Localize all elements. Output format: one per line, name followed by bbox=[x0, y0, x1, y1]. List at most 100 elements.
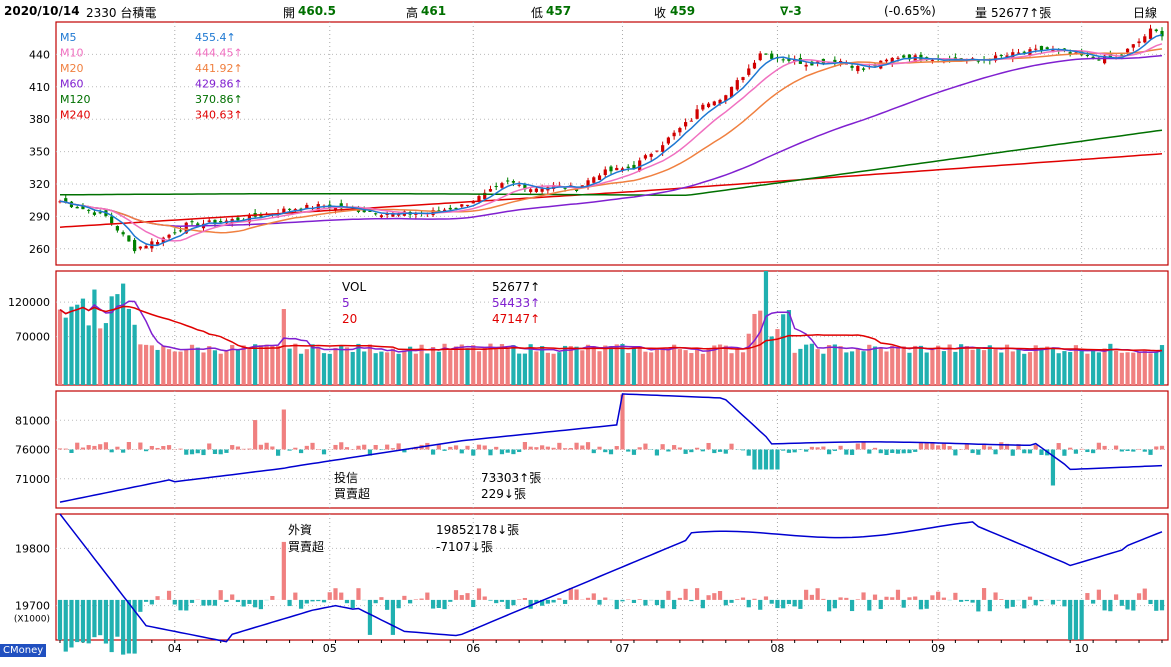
foreign-bar bbox=[298, 599, 304, 609]
foreign-subtitle: 買賣超 bbox=[288, 539, 324, 554]
volume-bar bbox=[689, 353, 694, 385]
candle-body bbox=[1148, 28, 1153, 39]
volume-bar bbox=[212, 350, 218, 385]
volume-bar bbox=[597, 351, 602, 385]
trust-bar bbox=[396, 443, 401, 450]
trust-bar bbox=[706, 442, 711, 450]
candle-body bbox=[1085, 55, 1089, 57]
volume-bar bbox=[155, 349, 160, 385]
volume-bar bbox=[390, 348, 395, 385]
volume-bar bbox=[287, 348, 292, 385]
foreign-bar bbox=[643, 599, 648, 606]
volume-bar bbox=[781, 314, 786, 385]
trust-bar bbox=[603, 449, 608, 453]
foreign-bar bbox=[344, 599, 350, 604]
trust-bar bbox=[631, 449, 637, 455]
candle-body bbox=[609, 166, 613, 172]
foreign-bar bbox=[350, 599, 355, 609]
foreign-bar bbox=[1154, 599, 1159, 611]
candle-body bbox=[368, 210, 372, 212]
trust-bar bbox=[402, 449, 407, 453]
legend-name-ma240: M240 bbox=[60, 109, 91, 122]
volume-bar bbox=[517, 353, 522, 385]
foreign-bar bbox=[1113, 594, 1119, 600]
trust-cumulative-line bbox=[59, 393, 1163, 503]
volume-bar bbox=[614, 344, 619, 385]
foreign-bar bbox=[103, 599, 109, 644]
quote-date: 2020/10/14 bbox=[4, 4, 80, 18]
trust-bar bbox=[855, 443, 860, 450]
stock-name: 2330 台積電 bbox=[86, 6, 157, 20]
candle-body bbox=[173, 232, 177, 234]
foreign-bar bbox=[1022, 599, 1027, 609]
candle-body bbox=[1022, 51, 1026, 53]
candle-body bbox=[511, 181, 516, 183]
volume-bar bbox=[1022, 353, 1027, 385]
volume-bar bbox=[350, 351, 355, 385]
candle-body bbox=[890, 57, 894, 63]
foreign-bar bbox=[821, 598, 826, 600]
volume-bar bbox=[522, 353, 528, 385]
foreign-bar bbox=[752, 598, 757, 600]
change-value: ∇-3 bbox=[780, 4, 802, 18]
trust-bar bbox=[534, 447, 539, 450]
trust-bar bbox=[442, 449, 447, 451]
volume-bar bbox=[534, 351, 539, 385]
volume-bar bbox=[476, 351, 482, 385]
volume-bar bbox=[821, 353, 826, 385]
candle-body bbox=[500, 183, 504, 188]
vol-y-tick: 70000 bbox=[15, 331, 50, 344]
candle-body bbox=[770, 53, 774, 59]
trust-bar bbox=[551, 447, 556, 450]
volume-bar bbox=[884, 351, 889, 385]
volume-bar bbox=[385, 352, 390, 385]
volume-bar bbox=[941, 351, 946, 385]
volume-bar bbox=[373, 353, 378, 385]
candle-body bbox=[92, 212, 97, 215]
volume-bar bbox=[1125, 352, 1130, 385]
trust-bar bbox=[247, 448, 252, 450]
volume-bar bbox=[557, 352, 562, 385]
volume-bar bbox=[499, 344, 505, 385]
open-label: 開 bbox=[283, 6, 296, 20]
volume-bar bbox=[907, 352, 912, 385]
volume-bar bbox=[121, 283, 126, 385]
foreign-bar bbox=[1091, 599, 1096, 604]
candle-body bbox=[534, 188, 538, 192]
trust-bar bbox=[568, 448, 573, 450]
volume-bar bbox=[298, 353, 304, 385]
candle-body bbox=[597, 175, 602, 180]
foreign-bar bbox=[574, 589, 579, 600]
trust-bar bbox=[63, 448, 68, 450]
foreign-bar bbox=[1085, 593, 1090, 600]
volume-bar bbox=[890, 345, 895, 385]
candle-body bbox=[64, 198, 68, 203]
trust-bar bbox=[281, 409, 286, 450]
foreign-bar bbox=[1062, 599, 1067, 607]
foreign-bar bbox=[143, 599, 149, 602]
legend-name-ma20: M20 bbox=[60, 62, 84, 75]
trust-bar bbox=[821, 446, 826, 450]
vol-legend-name: 5 bbox=[342, 296, 350, 310]
volume-bar bbox=[976, 348, 981, 385]
volume-bar bbox=[1113, 350, 1119, 385]
candle-body bbox=[471, 201, 475, 204]
volume-bar bbox=[98, 328, 103, 385]
volume-bar bbox=[1016, 348, 1021, 385]
candle-body bbox=[207, 220, 211, 222]
volume-bar bbox=[540, 346, 545, 385]
foreign-bar bbox=[281, 541, 286, 600]
volume-bar bbox=[161, 345, 166, 385]
volume-bar bbox=[344, 347, 350, 385]
foreign-bar bbox=[459, 595, 464, 600]
trust-bar bbox=[792, 449, 797, 453]
volume-bar bbox=[1091, 350, 1096, 385]
trust-bar bbox=[878, 449, 883, 454]
foreign-bar bbox=[781, 599, 786, 609]
foreign-bar bbox=[442, 599, 447, 610]
foreign-bar bbox=[1079, 599, 1084, 640]
foreign-bar bbox=[1073, 599, 1079, 640]
trust-bar bbox=[580, 445, 585, 450]
volume-bar bbox=[69, 306, 74, 385]
